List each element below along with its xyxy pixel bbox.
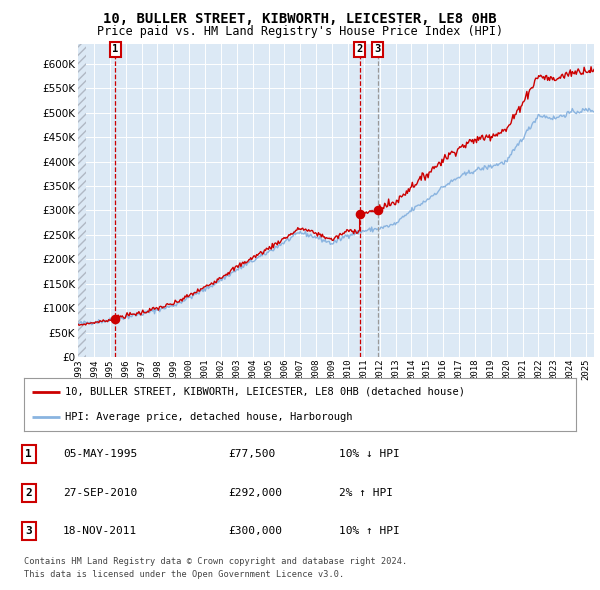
Text: 1: 1 bbox=[112, 44, 118, 54]
Text: 10% ↑ HPI: 10% ↑ HPI bbox=[339, 526, 400, 536]
Text: Contains HM Land Registry data © Crown copyright and database right 2024.: Contains HM Land Registry data © Crown c… bbox=[24, 557, 407, 566]
Point bbox=[110, 314, 120, 324]
Text: 3: 3 bbox=[374, 44, 381, 54]
Point bbox=[373, 206, 383, 215]
Text: HPI: Average price, detached house, Harborough: HPI: Average price, detached house, Harb… bbox=[65, 412, 353, 422]
Text: 1: 1 bbox=[25, 450, 32, 459]
Text: 27-SEP-2010: 27-SEP-2010 bbox=[63, 488, 137, 497]
Text: 2% ↑ HPI: 2% ↑ HPI bbox=[339, 488, 393, 497]
Text: £300,000: £300,000 bbox=[228, 526, 282, 536]
Text: 10, BULLER STREET, KIBWORTH, LEICESTER, LE8 0HB (detached house): 10, BULLER STREET, KIBWORTH, LEICESTER, … bbox=[65, 387, 466, 397]
Text: 3: 3 bbox=[25, 526, 32, 536]
Text: Price paid vs. HM Land Registry's House Price Index (HPI): Price paid vs. HM Land Registry's House … bbox=[97, 25, 503, 38]
Text: 2: 2 bbox=[25, 488, 32, 497]
Text: 10% ↓ HPI: 10% ↓ HPI bbox=[339, 450, 400, 459]
Text: 18-NOV-2011: 18-NOV-2011 bbox=[63, 526, 137, 536]
Text: £77,500: £77,500 bbox=[228, 450, 275, 459]
Text: 05-MAY-1995: 05-MAY-1995 bbox=[63, 450, 137, 459]
Text: 2: 2 bbox=[356, 44, 363, 54]
Text: £292,000: £292,000 bbox=[228, 488, 282, 497]
Text: This data is licensed under the Open Government Licence v3.0.: This data is licensed under the Open Gov… bbox=[24, 570, 344, 579]
Point bbox=[355, 209, 364, 219]
Text: 10, BULLER STREET, KIBWORTH, LEICESTER, LE8 0HB: 10, BULLER STREET, KIBWORTH, LEICESTER, … bbox=[103, 12, 497, 26]
